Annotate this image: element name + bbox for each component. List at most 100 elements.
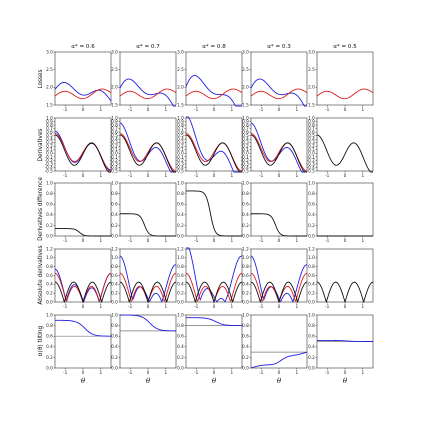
panel-diff: 0.0 0.2 0.4 0.6 0.8 1.0 -1 0 1	[308, 180, 374, 243]
y-tick-label: 0.6	[46, 202, 53, 207]
x-tick-label: 1	[361, 173, 364, 178]
x-tick-label: -1	[194, 238, 199, 243]
plot-frame	[185, 314, 243, 369]
row-label-tilting: α(θ) tilting	[38, 325, 44, 356]
y-tick-label: 0.0	[111, 365, 118, 370]
y-tick-label: 0.2	[242, 144, 249, 149]
x-tick-label: -1	[259, 304, 264, 309]
y-tick-label: 0.4	[46, 137, 53, 142]
y-tick-label: 0.8	[111, 122, 118, 127]
x-tick-label: 0	[278, 304, 281, 309]
panel-diff: 0.0 0.2 0.4 0.6 0.8 1.0 -1 0 1	[46, 180, 112, 243]
panel-losses: 1.5 2.0 2.5 3.0 -1 0 1	[46, 49, 112, 112]
y-tick-label: 0.5	[177, 133, 184, 138]
x-tick-label: -1	[128, 238, 133, 243]
x-tick-label: -1	[325, 173, 330, 178]
x-tick-label: -1	[259, 173, 264, 178]
y-tick-label: 0.4	[242, 212, 249, 217]
y-tick-label: 0.0	[177, 233, 184, 238]
y-tick-label: 0.2	[308, 355, 315, 360]
y-tick-label: 0.0	[242, 299, 249, 304]
plot-frame	[185, 117, 243, 172]
series-line-blue	[185, 75, 242, 107]
y-tick-label: -0.3	[307, 161, 316, 166]
y-tick-label: 0.2	[46, 291, 53, 296]
y-tick-label: 2.0	[308, 85, 315, 90]
x-tick-label: 1	[164, 173, 167, 178]
y-tick-label: -0.1	[110, 154, 119, 159]
x-axis-label: θ	[212, 377, 217, 385]
y-tick-label: 0.2	[177, 291, 184, 296]
series-line-blue	[119, 78, 176, 107]
y-tick-label: 0.0	[177, 151, 184, 156]
x-tick-label: 1	[230, 173, 233, 178]
y-tick-label: 1.0	[177, 312, 184, 317]
x-tick-label: 0	[278, 173, 281, 178]
y-tick-label: 0.8	[308, 264, 315, 269]
y-tick-label: 0.6	[111, 130, 118, 135]
series-line-red	[54, 88, 112, 100]
x-tick-label: 1	[164, 304, 167, 309]
y-tick-label: 3.0	[242, 49, 249, 54]
x-tick-label: 1	[164, 370, 167, 375]
column-title: α* = 0.8	[202, 44, 226, 50]
y-tick-label: 0.6	[242, 334, 249, 339]
y-tick-label: 2.5	[177, 67, 184, 72]
y-tick-label: 0.4	[111, 282, 118, 287]
x-tick-label: -1	[194, 304, 199, 309]
y-tick-label: 2.0	[177, 85, 184, 90]
x-tick-label: 0	[213, 107, 216, 112]
plot-frame	[54, 182, 112, 237]
y-tick-label: -0.3	[45, 161, 54, 166]
x-tick-label: -1	[325, 107, 330, 112]
y-tick-label: 0.0	[308, 365, 315, 370]
y-tick-label: 0.8	[177, 264, 184, 269]
panel-derivatives: -0.5-0.4-0.3-0.2-0.10.00.10.20.30.40.50.…	[241, 115, 308, 178]
x-tick-label: 0	[278, 370, 281, 375]
y-tick-label: -0.5	[45, 168, 54, 173]
series-line-blue	[54, 82, 112, 102]
y-tick-label: 0.0	[111, 151, 118, 156]
plot-frame	[185, 51, 243, 106]
y-tick-label: 0.6	[46, 334, 53, 339]
y-tick-label: 0.6	[308, 334, 315, 339]
column-title: α* = 0.3	[267, 44, 291, 50]
y-tick-label: 0.7	[46, 126, 53, 131]
y-tick-label: 0.8	[177, 122, 184, 127]
panel-absderiv: 0.0 0.2 0.4 0.6 0.8 1.0 1.2 -1 0 1	[177, 246, 243, 309]
series-line-blue	[119, 255, 176, 303]
y-tick-label: -0.4	[307, 165, 316, 170]
x-tick-label: 1	[361, 304, 364, 309]
series-line-blue	[186, 247, 243, 303]
panel-derivatives: -0.5-0.4-0.3-0.2-0.10.00.10.20.30.40.50.…	[45, 115, 112, 178]
y-tick-label: 1.5	[46, 102, 53, 107]
y-tick-label: 2.5	[111, 67, 118, 72]
x-tick-label: -1	[325, 304, 330, 309]
y-tick-label: 0.7	[111, 126, 118, 131]
series-line-blue	[250, 78, 307, 107]
series-line-black	[54, 134, 111, 173]
y-tick-label: 2.5	[308, 67, 315, 72]
y-tick-label: 0.8	[308, 191, 315, 196]
y-tick-label: 1.0	[46, 312, 53, 317]
plot-frame	[250, 182, 308, 237]
panel-tilting: 0.0 0.2 0.4 0.6 0.8 1.0 -1 0 1	[111, 312, 177, 375]
y-tick-label: 0.0	[46, 299, 53, 304]
y-tick-label: -0.5	[110, 168, 119, 173]
x-tick-label: 0	[344, 304, 347, 309]
row-labels: Losses Derivatives Derivatives differenc…	[38, 69, 44, 356]
panel-losses: 1.5 2.0 2.5 3.0 -1 0 1	[308, 49, 374, 112]
y-tick-label: 0.8	[111, 191, 118, 196]
y-tick-label: 0.5	[111, 133, 118, 138]
x-tick-label: 0	[344, 173, 347, 178]
series-line-blue	[186, 317, 242, 327]
y-tick-label: 1.5	[242, 102, 249, 107]
y-tick-label: 0.3	[46, 140, 53, 145]
y-tick-label: 3.0	[177, 49, 184, 54]
x-tick-label: 1	[295, 304, 298, 309]
y-tick-label: -0.4	[45, 165, 54, 170]
x-tick-label: 0	[82, 173, 85, 178]
y-tick-label: 0.6	[308, 130, 315, 135]
y-tick-label: 0.6	[46, 273, 53, 278]
row-label-diff: Derivatives difference	[38, 177, 44, 241]
